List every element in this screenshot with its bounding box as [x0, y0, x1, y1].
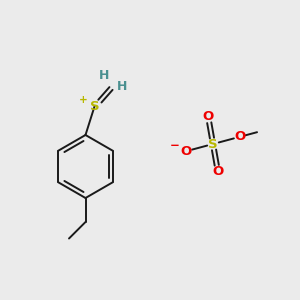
Text: H: H: [117, 80, 128, 93]
Text: O: O: [202, 110, 214, 123]
Text: O: O: [234, 130, 245, 143]
Text: −: −: [170, 139, 180, 152]
Text: S: S: [90, 100, 99, 113]
Text: +: +: [79, 95, 88, 105]
Text: H: H: [99, 69, 110, 82]
Text: S: S: [208, 137, 218, 151]
Text: O: O: [212, 165, 224, 178]
Text: O: O: [181, 145, 192, 158]
